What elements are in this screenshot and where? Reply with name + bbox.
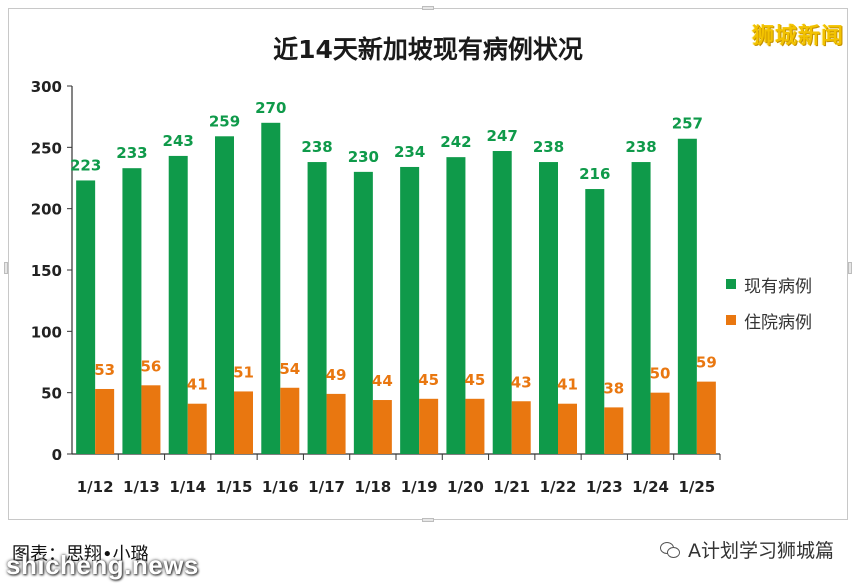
legend-label-hospital: 住院病例 [744, 312, 812, 333]
data-label-current: 234 [394, 143, 425, 161]
bar-hospital [326, 393, 346, 454]
y-tick-label: 150 [31, 262, 62, 280]
bar-current [215, 136, 234, 454]
resize-handle-top[interactable] [422, 6, 434, 10]
data-label-current: 233 [116, 144, 147, 162]
legend-swatch-hospital [726, 315, 736, 325]
y-tick-label: 300 [31, 78, 62, 96]
data-label-hospital: 43 [511, 373, 532, 391]
bar-hospital [141, 385, 161, 454]
data-label-current: 270 [255, 99, 286, 117]
bar-hospital [372, 400, 392, 454]
y-tick-label: 0 [52, 446, 62, 464]
bar-hospital [95, 388, 115, 454]
data-label-current: 216 [579, 165, 610, 183]
x-tick-label: 1/22 [540, 478, 577, 496]
bar-current [261, 122, 281, 455]
x-tick-label: 1/16 [262, 478, 299, 496]
x-tick-label: 1/19 [401, 478, 438, 496]
data-label-current: 257 [672, 115, 703, 133]
bar-current [631, 162, 651, 454]
legend: 现有病例 住院病例 [726, 266, 812, 338]
data-label-hospital: 51 [233, 363, 254, 381]
bar-current [353, 171, 373, 454]
x-tick-label: 1/17 [308, 478, 345, 496]
data-label-current: 223 [70, 156, 101, 174]
x-tick-label: 1/15 [216, 478, 253, 496]
chart-caption: 图表：思翔•小璐 [12, 544, 149, 565]
x-tick-label: 1/21 [493, 478, 530, 496]
bar-hospital [234, 391, 253, 454]
bar-current [307, 162, 327, 454]
x-tick-label: 1/24 [632, 478, 669, 496]
data-label-hospital: 56 [140, 357, 161, 375]
bar-hospital [650, 392, 670, 454]
site-watermark: shicheng.news [6, 550, 199, 580]
legend-swatch-current [726, 279, 736, 289]
bar-hospital [465, 398, 485, 454]
news-watermark: 狮城新闻 [751, 24, 844, 49]
x-tick-label: 1/14 [169, 478, 206, 496]
data-label-current: 238 [301, 138, 332, 156]
data-label-hospital: 38 [603, 379, 624, 397]
data-label-current: 230 [348, 148, 379, 166]
y-tick-label: 100 [31, 323, 62, 341]
bar-chart: 0 50 100 150 200 250 300 1/12 223 53 1/13 233 56 1/14… [31, 78, 721, 496]
data-label-hospital: 49 [326, 366, 347, 384]
resize-handle-right[interactable] [848, 262, 852, 274]
y-tick-label: 250 [31, 139, 62, 157]
chart-title: 近14天新加坡现有病例状况 [273, 35, 583, 64]
legend-label-current: 现有病例 [744, 276, 812, 297]
legend-item-hospital: 住院病例 [726, 302, 812, 338]
data-label-current: 243 [163, 132, 194, 150]
y-tick-label: 50 [41, 385, 62, 403]
bar-current [446, 157, 466, 454]
data-label-current: 247 [487, 127, 518, 145]
wechat-icon [660, 541, 680, 558]
bar-current [539, 162, 558, 454]
x-tick-label: 1/18 [354, 478, 391, 496]
data-label-current: 238 [625, 138, 656, 156]
x-tick-label: 1/25 [678, 478, 715, 496]
data-label-hospital: 41 [557, 376, 578, 394]
data-label-hospital: 45 [464, 371, 485, 389]
bar-current [168, 155, 188, 455]
resize-handle-left[interactable] [4, 262, 8, 274]
data-label-hospital: 59 [696, 354, 717, 372]
bar-hospital [187, 403, 207, 454]
data-label-hospital: 53 [94, 361, 115, 379]
data-label-current: 242 [440, 133, 471, 151]
bar-current [400, 166, 420, 454]
bar-current [76, 180, 96, 454]
resize-handle-bottom[interactable] [422, 518, 434, 522]
legend-item-current: 现有病例 [726, 266, 812, 302]
bar-hospital [558, 403, 577, 454]
data-label-hospital: 54 [279, 360, 300, 378]
data-label-current: 259 [209, 112, 240, 130]
x-tick-label: 1/23 [586, 478, 623, 496]
x-tick-label: 1/13 [123, 478, 160, 496]
bar-hospital [511, 401, 531, 454]
data-label-current: 238 [533, 138, 564, 156]
bar-current [585, 189, 605, 455]
wechat-account: A计划学习狮城篇 [660, 536, 834, 563]
x-tick-label: 1/12 [77, 478, 114, 496]
bar-hospital [696, 381, 716, 454]
x-tick-label: 1/20 [447, 478, 484, 496]
y-tick-label: 200 [31, 201, 62, 219]
data-label-hospital: 41 [187, 376, 208, 394]
bar-hospital [280, 387, 300, 454]
bar-current [122, 168, 142, 455]
wechat-account-name: A计划学习狮城篇 [688, 540, 834, 562]
data-label-hospital: 50 [650, 365, 671, 383]
bar-current [677, 138, 697, 454]
data-label-hospital: 45 [418, 371, 439, 389]
data-label-hospital: 44 [372, 372, 393, 390]
bar-current [492, 151, 512, 454]
bar-hospital [419, 398, 439, 454]
bar-hospital [604, 407, 624, 454]
